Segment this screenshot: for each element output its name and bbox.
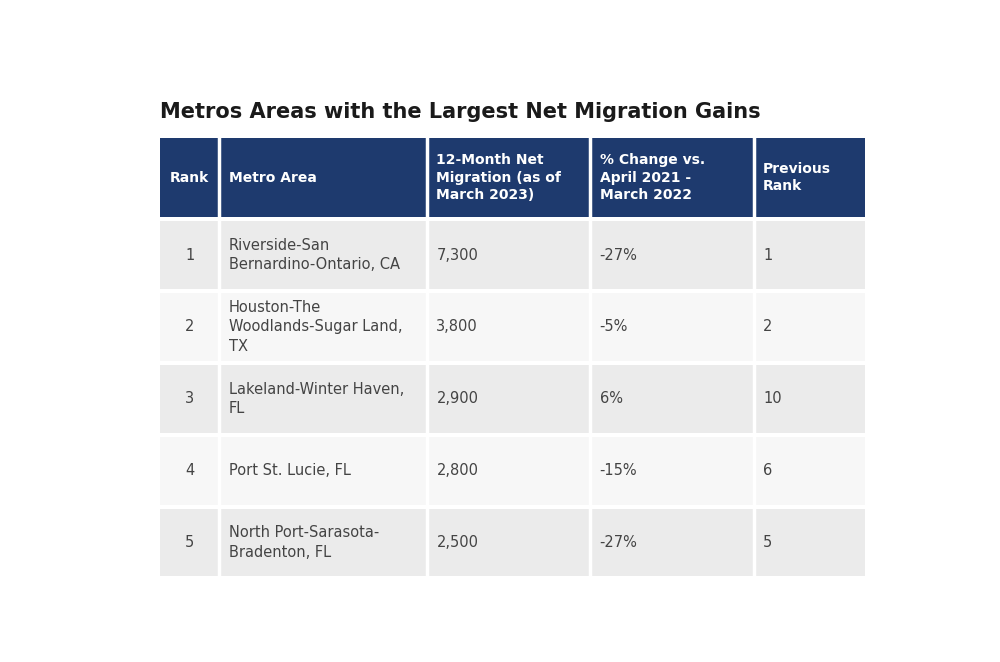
Bar (160, 138, 865, 217)
Text: North Port-Sarasota-
Bradenton, FL: North Port-Sarasota- Bradenton, FL (229, 526, 379, 559)
Text: -27%: -27% (600, 248, 638, 263)
Text: -15%: -15% (600, 463, 637, 478)
Text: 1: 1 (763, 248, 772, 263)
Text: 3: 3 (185, 391, 194, 406)
Bar (160, 508, 865, 577)
Bar (160, 221, 865, 289)
Text: Metros Areas with the Largest Net Migration Gains: Metros Areas with the Largest Net Migrat… (160, 103, 761, 122)
Text: 7,300: 7,300 (436, 248, 478, 263)
Text: 6%: 6% (600, 391, 623, 406)
Text: 2,900: 2,900 (436, 391, 478, 406)
Text: 6: 6 (763, 463, 772, 478)
Text: 1: 1 (185, 248, 194, 263)
Text: 2: 2 (763, 320, 772, 334)
Text: Riverside-San
Bernardino-Ontario, CA: Riverside-San Bernardino-Ontario, CA (229, 238, 400, 272)
Bar (160, 437, 865, 504)
Text: 2,500: 2,500 (436, 535, 478, 550)
Text: 4: 4 (185, 463, 194, 478)
Text: Houston-The
Woodlands-Sugar Land,
TX: Houston-The Woodlands-Sugar Land, TX (229, 301, 402, 354)
Text: Lakeland-Winter Haven,
FL: Lakeland-Winter Haven, FL (229, 382, 404, 416)
Text: 5: 5 (763, 535, 772, 550)
Text: 5: 5 (185, 535, 194, 550)
Text: Rank: Rank (170, 171, 209, 185)
Text: 12-Month Net
Migration (as of
March 2023): 12-Month Net Migration (as of March 2023… (436, 153, 561, 203)
Text: -5%: -5% (600, 320, 628, 334)
Text: 2,800: 2,800 (436, 463, 478, 478)
Bar (160, 365, 865, 433)
Text: -27%: -27% (600, 535, 638, 550)
Bar (160, 293, 865, 361)
Text: Metro Area: Metro Area (229, 171, 316, 185)
Text: 10: 10 (763, 391, 782, 406)
Text: 3,800: 3,800 (436, 320, 478, 334)
Text: Previous
Rank: Previous Rank (763, 162, 831, 193)
Text: % Change vs.
April 2021 -
March 2022: % Change vs. April 2021 - March 2022 (600, 153, 705, 203)
Text: 2: 2 (185, 320, 194, 334)
Text: Port St. Lucie, FL: Port St. Lucie, FL (229, 463, 350, 478)
